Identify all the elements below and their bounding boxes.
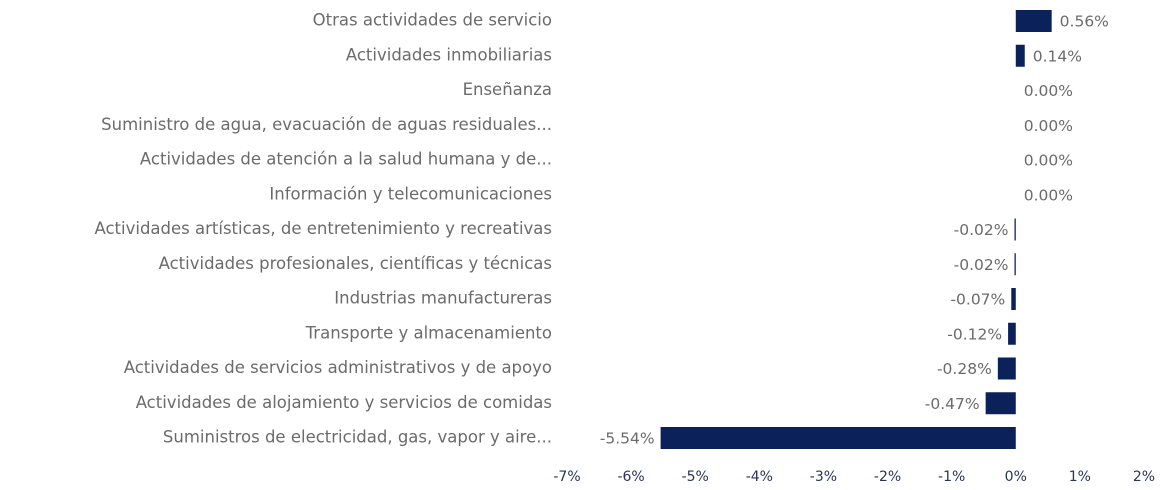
bar: [660, 427, 1016, 449]
value-label: -0.02%: [954, 221, 1009, 239]
value-label: 0.56%: [1060, 13, 1109, 31]
category-label: Actividades artísticas, de entretenimien…: [94, 219, 552, 238]
value-label: 0.00%: [1024, 152, 1073, 170]
category-label: Otras actividades de servicio: [313, 11, 552, 30]
category-label: Suministros de electricidad, gas, vapor …: [163, 428, 552, 447]
category-label: Transporte y almacenamiento: [305, 323, 552, 342]
value-label: 0.00%: [1024, 82, 1073, 100]
x-tick-label: -6%: [617, 469, 644, 485]
x-tick-label: 0%: [1005, 469, 1027, 485]
category-label: Actividades de atención a la salud human…: [140, 150, 552, 169]
value-label: -0.28%: [937, 360, 992, 378]
bar: [1015, 10, 1052, 32]
bar: [1014, 253, 1016, 276]
x-tick-label: -2%: [874, 469, 901, 485]
x-tick-label: -5%: [682, 469, 709, 485]
category-label: Enseñanza: [463, 80, 552, 99]
value-label: 0.14%: [1033, 47, 1082, 65]
bar: [1008, 322, 1016, 345]
value-label: 0.00%: [1024, 186, 1073, 204]
x-tick-label: -1%: [938, 469, 965, 485]
category-label: Suministro de agua, evacuación de aguas …: [101, 115, 552, 134]
value-label: -5.54%: [600, 430, 655, 448]
value-label: -0.02%: [954, 256, 1009, 274]
category-label: Información y telecomunicaciones: [269, 184, 552, 203]
value-label: -0.12%: [947, 325, 1002, 343]
bar: [1011, 288, 1016, 310]
x-tick-label: -7%: [553, 469, 580, 485]
x-tick-label: -4%: [746, 469, 773, 485]
x-tick-label: 2%: [1133, 469, 1155, 485]
value-label: -0.47%: [925, 395, 980, 413]
value-label: 0.00%: [1024, 117, 1073, 135]
bar: [1015, 44, 1025, 67]
category-label: Industrias manufactureras: [334, 289, 552, 308]
value-label: -0.07%: [950, 291, 1005, 309]
bar: [1014, 218, 1016, 241]
bar: [985, 392, 1016, 415]
x-tick-label: 1%: [1069, 469, 1091, 485]
category-label: Actividades de servicios administrativos…: [124, 358, 552, 377]
bar: [997, 357, 1016, 380]
x-tick-label: -3%: [810, 469, 837, 485]
category-label: Actividades profesionales, científicas y…: [159, 254, 552, 273]
category-label: Actividades inmobiliarias: [346, 45, 552, 64]
category-label: Actividades de alojamiento y servicios d…: [136, 393, 552, 412]
